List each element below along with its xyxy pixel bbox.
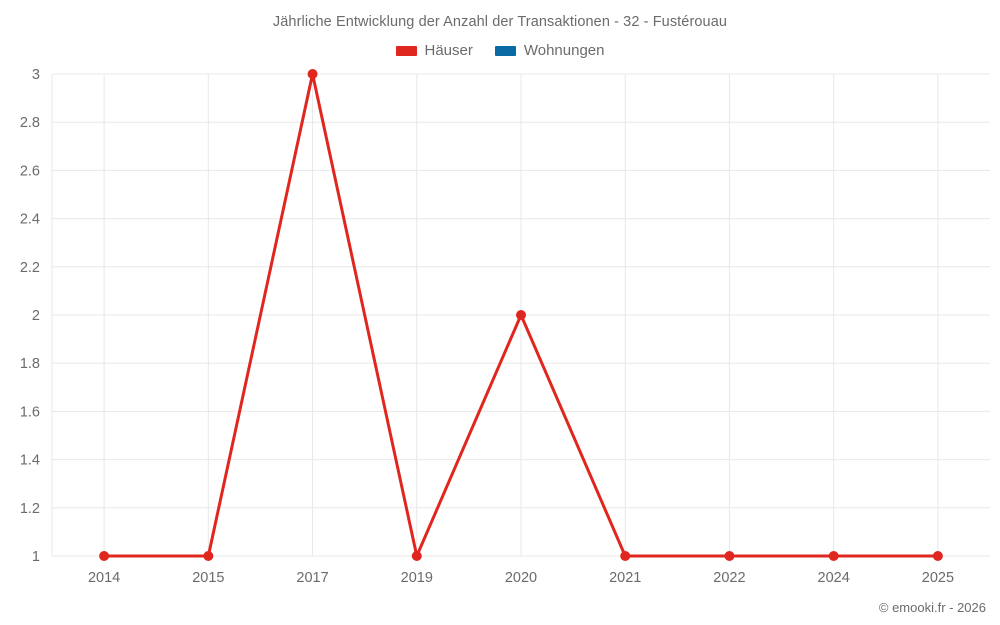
x-axis-tick-label: 2017	[296, 570, 328, 586]
x-axis-tick-label: 2015	[192, 570, 224, 586]
y-axis-tick-label: 2	[32, 308, 40, 324]
y-axis-tick-label: 1.8	[20, 356, 40, 372]
chart-title: Jährliche Entwicklung der Anzahl der Tra…	[272, 14, 728, 30]
y-axis-tick-label: 2.4	[20, 212, 40, 228]
legend-swatch-wohnungen-icon	[494, 45, 516, 56]
x-axis-tick-label: 2025	[922, 570, 954, 586]
x-axis-tick-label: 2014	[88, 570, 120, 586]
y-axis-tick-label: 1.4	[20, 453, 40, 469]
data-point-häuser[interactable]	[99, 551, 110, 561]
x-axis-tick-label: 2022	[713, 570, 745, 586]
data-point-häuser[interactable]	[828, 551, 839, 561]
y-axis-tick-label: 2.6	[20, 163, 40, 179]
y-axis-tick-label: 1.6	[20, 404, 40, 420]
data-point-häuser[interactable]	[203, 551, 214, 561]
y-axis-tick-label: 2.8	[20, 115, 40, 131]
vertical-gridlines	[103, 74, 939, 556]
x-axis-tick-label: 2020	[505, 570, 537, 586]
y-axis-tick-label: 1.2	[20, 501, 40, 517]
data-point-häuser[interactable]	[620, 551, 631, 561]
data-point-häuser[interactable]	[516, 310, 526, 320]
y-axis-tick-label: 3	[32, 67, 40, 83]
data-point-häuser[interactable]	[724, 551, 735, 561]
x-axis-tick-label: 2024	[818, 570, 850, 586]
y-axis-tick-label: 1	[32, 549, 40, 565]
y-axis-tick-labels: 1 1.2 1.4 1.6 1.8 2 2.2 2.4 2.6 2.8 3	[20, 67, 40, 565]
data-point-häuser[interactable]	[307, 69, 318, 79]
x-axis-tick-label: 2019	[401, 570, 433, 586]
data-point-häuser[interactable]	[411, 551, 422, 561]
legend-label-wohnungen: Wohnungen	[523, 42, 605, 59]
legend-item-hauser[interactable]: Häuser	[395, 42, 473, 59]
legend-item-wohnungen[interactable]: Wohnungen	[494, 42, 605, 59]
copyright-credit: © emooki.fr - 2026	[878, 600, 986, 615]
data-point-häuser[interactable]	[932, 551, 943, 561]
legend-label-hauser: Häuser	[424, 42, 473, 59]
legend-swatch-hauser-icon	[395, 45, 417, 56]
series-data-points	[99, 69, 943, 561]
y-axis-tick-label: 2.2	[20, 260, 40, 276]
chart-legend: Häuser Wohnungen	[0, 43, 1000, 58]
x-axis-tick-label: 2021	[609, 570, 641, 586]
x-axis-tick-labels: 2014 2015 2017 2019 2020 2021 2022 2024 2025	[88, 570, 954, 586]
